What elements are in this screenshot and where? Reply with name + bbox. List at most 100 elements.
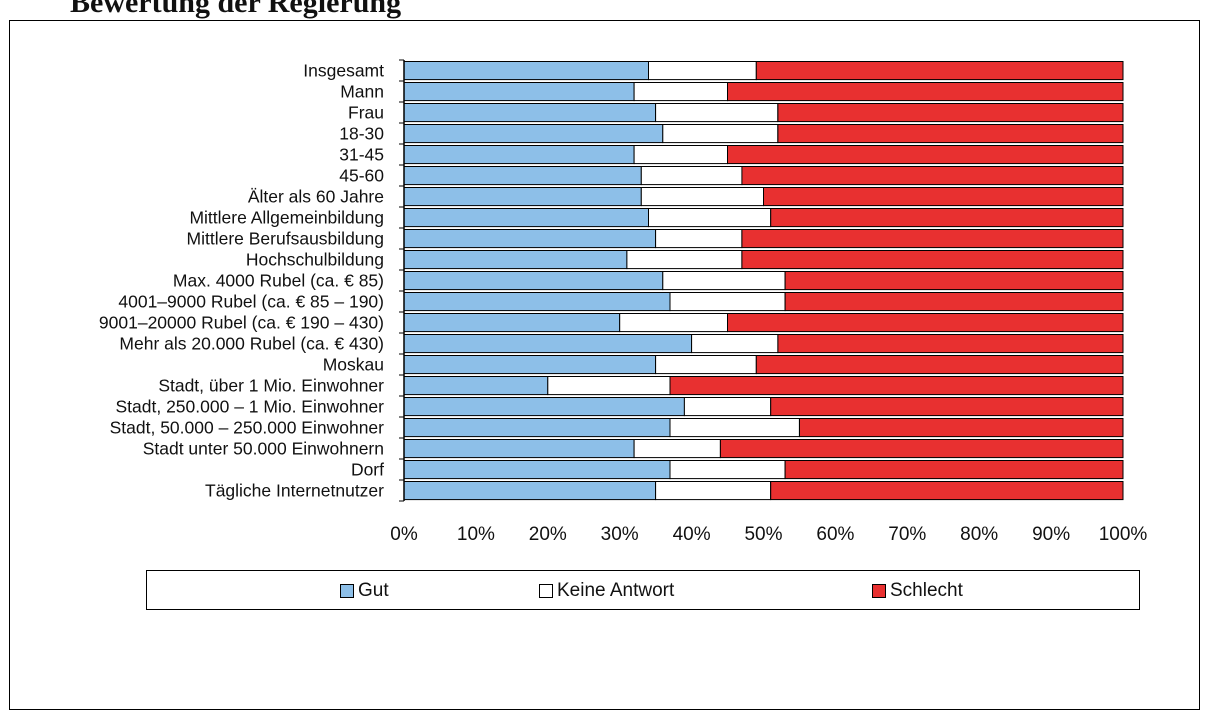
x-tick-label: 20% — [529, 524, 567, 545]
y-tick-label: Mehr als 20.000 Rubel (ca. € 430) — [119, 334, 384, 354]
bar-schlecht — [770, 481, 1124, 501]
bar-gut — [403, 460, 671, 480]
page-title: Bewertung der Regierung — [70, 0, 402, 19]
y-tick-label: Frau — [348, 103, 384, 123]
bar-gut — [403, 271, 664, 291]
bar-gut — [403, 82, 635, 102]
bar-gut — [403, 250, 628, 270]
y-tick-label: 18-30 — [339, 124, 384, 144]
bar-keine-antwort — [662, 271, 786, 291]
bar-schlecht — [770, 397, 1124, 417]
legend-swatch-schlecht — [872, 584, 886, 598]
bar-schlecht — [727, 313, 1124, 333]
bar-gut — [403, 355, 657, 375]
bar-gut — [403, 376, 549, 396]
bar-schlecht — [784, 292, 1124, 312]
y-tick-label: Dorf — [351, 460, 384, 480]
y-tick-label: Max. 4000 Rubel (ca. € 85) — [173, 271, 384, 291]
bar-keine-antwort — [655, 103, 779, 123]
y-tick-label: 9001–20000 Rubel (ca. € 190 – 430) — [99, 313, 384, 333]
bar-gut — [403, 166, 642, 186]
bar-gut — [403, 229, 657, 249]
y-tick-label: 31-45 — [339, 145, 384, 165]
bar-gut — [403, 103, 657, 123]
bar-keine-antwort — [640, 187, 764, 207]
y-tick-label: Mann — [340, 82, 384, 102]
bar-schlecht — [770, 208, 1124, 228]
bar-keine-antwort — [633, 145, 729, 165]
bar-keine-antwort — [648, 61, 757, 81]
bar-keine-antwort — [669, 418, 800, 438]
bar-keine-antwort — [669, 292, 786, 312]
y-tick-label: Stadt, über 1 Mio. Einwohner — [158, 376, 384, 396]
legend-label-keine-antwort: Keine Antwort — [557, 580, 675, 601]
bar-schlecht — [799, 418, 1124, 438]
bar-keine-antwort — [655, 481, 772, 501]
bar-gut — [403, 313, 621, 333]
x-tick-label: 40% — [673, 524, 711, 545]
y-tick-label: 4001–9000 Rubel (ca. € 85 – 190) — [118, 292, 384, 312]
bar-keine-antwort — [648, 208, 772, 228]
y-tick-label: Stadt unter 50.000 Einwohnern — [143, 439, 384, 459]
bar-schlecht — [719, 439, 1124, 459]
legend-swatch-gut — [340, 584, 354, 598]
x-tick-label: 70% — [888, 524, 926, 545]
bar-schlecht — [741, 166, 1124, 186]
bar-gut — [403, 439, 635, 459]
y-tick-label: 45-60 — [339, 166, 384, 186]
x-tick-label: 0% — [390, 524, 418, 545]
legend-label-gut: Gut — [358, 580, 389, 601]
y-tick-label: Stadt, 250.000 – 1 Mio. Einwohner — [115, 397, 384, 417]
bar-schlecht — [784, 460, 1124, 480]
bar-schlecht — [727, 82, 1124, 102]
y-tick-label: Älter als 60 Jahre — [248, 187, 384, 207]
bar-keine-antwort — [547, 376, 671, 396]
x-tick-label: 10% — [457, 524, 495, 545]
legend-item-keine-antwort: Keine Antwort — [539, 580, 674, 602]
legend-swatch-keine-antwort — [539, 584, 553, 598]
y-tick-label: Insgesamt — [303, 61, 384, 81]
bar-keine-antwort — [633, 82, 729, 102]
bar-gut — [403, 124, 664, 144]
bar-schlecht — [727, 145, 1124, 165]
bar-schlecht — [741, 250, 1124, 270]
chart-legend: Gut Keine Antwort Schlecht — [146, 570, 1140, 610]
x-tick-label: 100% — [1099, 524, 1148, 545]
y-tick-label: Mittlere Allgemeinbildung — [189, 208, 384, 228]
bar-schlecht — [777, 334, 1124, 354]
bar-schlecht — [777, 103, 1124, 123]
bar-gut — [403, 61, 649, 81]
bar-schlecht — [784, 271, 1124, 291]
bar-schlecht — [763, 187, 1124, 207]
bar-schlecht — [755, 355, 1124, 375]
bar-keine-antwort — [662, 124, 779, 144]
bar-keine-antwort — [626, 250, 743, 270]
x-tick-label: 90% — [1032, 524, 1070, 545]
bar-gut — [403, 334, 693, 354]
x-tick-label: 60% — [816, 524, 854, 545]
bar-keine-antwort — [669, 460, 786, 480]
bar-gut — [403, 187, 642, 207]
bar-schlecht — [755, 61, 1124, 81]
legend-item-gut: Gut — [340, 580, 389, 602]
legend-label-schlecht: Schlecht — [890, 580, 963, 601]
bar-schlecht — [741, 229, 1124, 249]
bar-keine-antwort — [619, 313, 729, 333]
y-tick-label: Stadt, 50.000 – 250.000 Einwohner — [110, 418, 385, 438]
legend-item-schlecht: Schlecht — [872, 580, 963, 602]
bar-gut — [403, 145, 635, 165]
bar-gut — [403, 481, 657, 501]
bar-keine-antwort — [683, 397, 772, 417]
y-tick-label: Moskau — [323, 355, 384, 375]
bar-gut — [403, 208, 649, 228]
x-tick-label: 30% — [601, 524, 639, 545]
bar-keine-antwort — [633, 439, 721, 459]
bar-gut — [403, 418, 671, 438]
y-tick-label: Tägliche Internetnutzer — [205, 481, 384, 501]
bar-schlecht — [669, 376, 1124, 396]
y-tick-label: Hochschulbildung — [246, 250, 384, 270]
y-tick-label: Mittlere Berufsausbildung — [187, 229, 384, 249]
bar-gut — [403, 292, 671, 312]
bar-gut — [403, 397, 685, 417]
